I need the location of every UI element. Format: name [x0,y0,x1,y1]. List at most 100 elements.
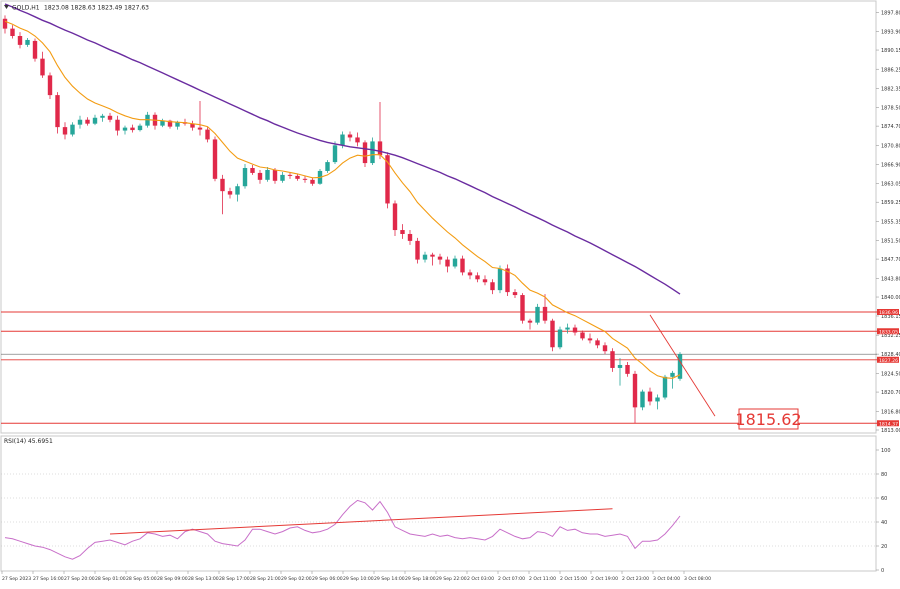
candle [122,125,128,135]
candle [130,124,135,133]
price-tick-label: 1840.00 [881,295,900,301]
candle [2,15,8,34]
time-tick-label: 28 Sep 09:00 [157,576,188,582]
time-tick-label: 28 Sep 17:00 [219,576,250,582]
candle [400,224,405,239]
time-tick-label: 29 Sep 22:00 [436,576,467,582]
price-tick-label: 1816.80 [881,409,900,415]
price-line-label: 1836.96 [879,310,898,316]
candle [70,122,75,137]
candle [422,251,428,263]
candle [242,164,248,189]
candle [460,255,465,276]
price-tick-label: 1843.80 [881,276,900,282]
candle [137,123,143,132]
symbol-dropdown-icon[interactable] [4,5,9,9]
candle [392,200,398,236]
price-tick-label: 1882.35 [881,86,900,92]
rsi-tick-label: 20 [881,544,887,550]
candle [370,137,375,166]
candle [595,338,600,349]
time-tick-label: 2 Oct 23:00 [622,576,649,582]
candle [295,173,300,181]
candle [505,264,510,297]
candle [287,172,293,179]
candle [115,115,120,136]
candle [40,51,45,78]
slow-moving-average-line [4,3,681,295]
time-tick-label: 29 Sep 02:00 [281,576,312,582]
projection-arrow-line[interactable] [649,314,716,417]
candle [212,136,218,182]
price-tick-label: 1813.00 [881,428,900,434]
candle [647,387,653,406]
time-tick-label: 27 Sep 20:00 [64,576,95,582]
candle [362,140,368,168]
candlestick-series [2,15,683,424]
time-tick-label: 2 Oct 03:00 [467,576,494,582]
price-tick-label: 1824.50 [881,371,900,377]
candle [152,112,158,130]
time-tick-label: 29 Sep 06:00 [312,576,343,582]
candle [415,237,420,264]
candle [107,112,113,123]
rsi-tick-label: 80 [881,472,887,478]
price-line-label: 1814.37 [879,421,898,427]
candle [92,114,98,126]
candle [265,167,270,182]
candle [445,256,450,273]
time-tick-label: 2 Oct 15:00 [560,576,587,582]
candle [17,32,23,49]
candle [235,183,240,202]
candle [625,362,630,377]
price-tick-label: 1878.50 [881,105,900,111]
candle [25,37,30,47]
candle [527,318,533,330]
candle [482,275,488,286]
candle [160,118,165,128]
price-tick-label: 1893.90 [881,30,900,36]
candle [617,358,623,386]
candle [332,141,338,165]
candle [197,101,203,136]
candle [520,293,525,324]
time-tick-label: 2 Oct 11:00 [529,576,556,582]
price-tick-label: 1820.70 [881,390,900,396]
price-tick-label: 1886.25 [881,67,900,73]
candle [77,115,83,129]
candle [227,187,233,199]
rsi-tick-label: 60 [881,496,887,502]
rsi-label: RSI(14) 45.6951 [4,438,53,445]
candle [347,131,353,142]
time-tick-label: 2 Oct 07:00 [498,576,525,582]
candle [542,294,548,324]
rsi-tick-label: 40 [881,520,887,526]
candle [572,324,578,336]
price-panel[interactable] [0,0,877,434]
rsi-trendline[interactable] [109,508,613,535]
rsi-panel[interactable] [0,435,877,572]
price-tick-label: 1859.25 [881,200,900,206]
candle [557,326,563,350]
candle [250,165,255,175]
candle [677,352,683,381]
candle [220,174,225,215]
candle [580,330,585,341]
candle [310,177,315,186]
time-tick-label: 27 Sep 16:00 [33,576,64,582]
candle [190,120,195,131]
candle [602,342,608,355]
price-line-tag [877,356,899,363]
candle [640,389,645,411]
candle [280,171,285,183]
price-tick-label: 1874.70 [881,124,900,130]
ohlc-readout: 1823.08 1828.63 1823.49 1827.63 [44,5,149,12]
symbol-label: GOLD,H1 [12,5,40,12]
candle [430,252,435,266]
time-tick-label: 3 Oct 04:00 [653,576,680,582]
time-tick-label: 28 Sep 01:00 [95,576,126,582]
price-tick-label: 1851.50 [881,238,900,244]
price-line-tag [877,328,899,335]
candle [257,169,263,184]
